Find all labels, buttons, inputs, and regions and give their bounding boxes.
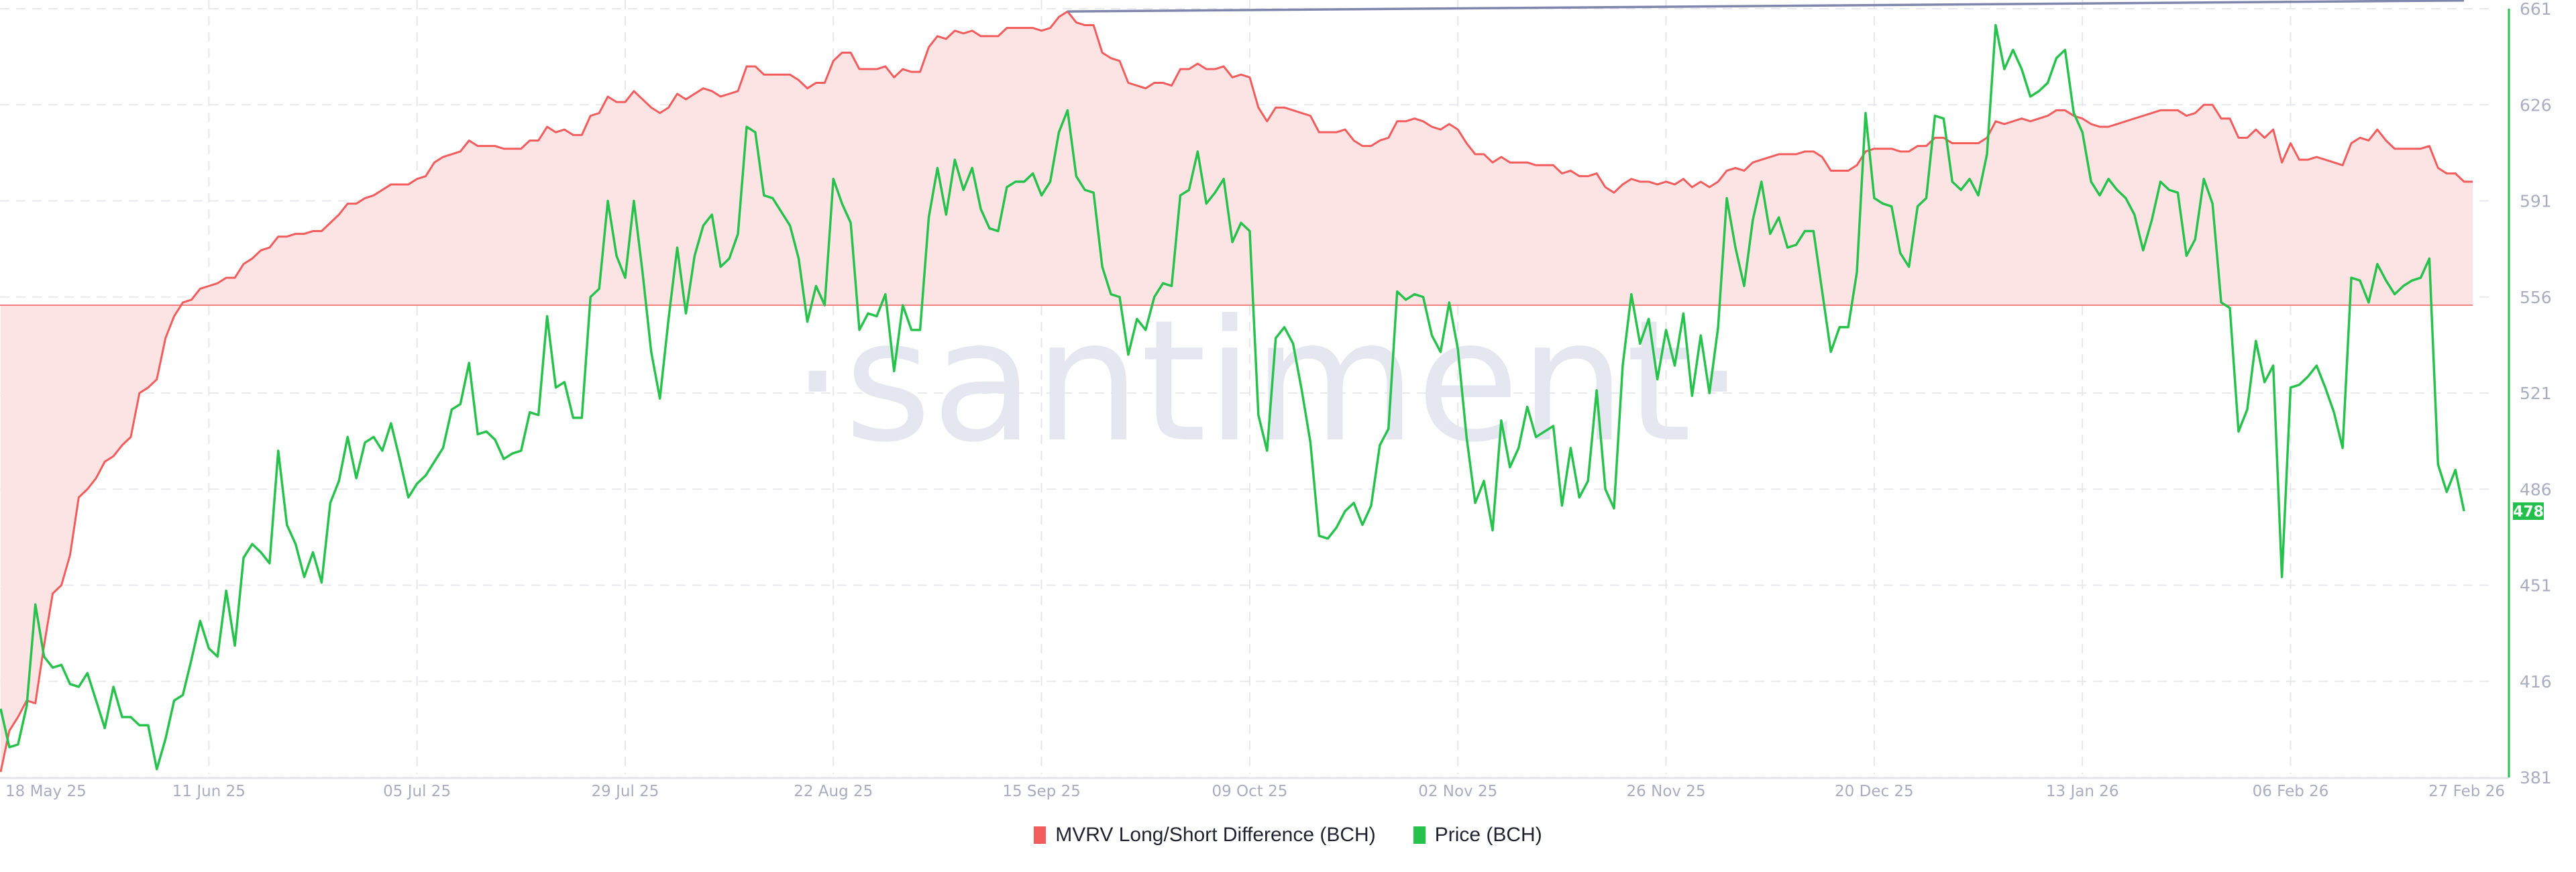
x-tick-label: 05 Jul 25 <box>383 783 451 800</box>
x-tick-label: 22 Aug 25 <box>794 783 873 800</box>
y-tick-label: 451 <box>2520 576 2552 596</box>
x-tick-label: 09 Oct 25 <box>1212 783 1287 800</box>
legend: MVRV Long/Short Difference (BCH) Price (… <box>0 824 2576 847</box>
x-tick-label: 02 Nov 25 <box>1418 783 1497 800</box>
legend-swatch-price <box>1413 826 1426 844</box>
x-tick-label: 26 Nov 25 <box>1627 783 1706 800</box>
y-tick-label: 486 <box>2520 480 2552 499</box>
axes: 661 626 591 556 521 486 451 416 381 18 May 25 11 J… <box>0 0 2552 800</box>
y-tick-label: 381 <box>2520 768 2552 787</box>
last-price-label: 478 <box>2513 504 2544 521</box>
mvrv-line <box>0 10 2473 773</box>
x-tick-label: 06 Feb 26 <box>2253 783 2329 800</box>
x-tick-label: 15 Sep 25 <box>1002 783 1081 800</box>
price-line <box>0 23 2465 771</box>
x-tick-label: 20 Dec 25 <box>1835 783 1914 800</box>
x-tick-label: 11 Jun 25 <box>172 783 246 800</box>
y-tick-label: 661 <box>2520 0 2552 19</box>
y-tick-label: 416 <box>2520 672 2552 692</box>
last-price-badge <box>2513 502 2544 520</box>
legend-item-mvrv[interactable]: MVRV Long/Short Difference (BCH) <box>1034 824 1376 847</box>
y-tick-label: 556 <box>2520 288 2552 307</box>
x-tick-label: 13 Jan 26 <box>2046 783 2119 800</box>
y-tick-label: 626 <box>2520 95 2552 115</box>
legend-item-price[interactable]: Price (BCH) <box>1413 824 1542 847</box>
y-tick-label: 521 <box>2520 384 2552 403</box>
x-tick-label: 27 Feb 26 <box>2428 783 2505 800</box>
legend-swatch-mvrv <box>1034 826 1046 844</box>
legend-label-price: Price (BCH) <box>1434 824 1542 846</box>
legend-label-mvrv: MVRV Long/Short Difference (BCH) <box>1055 824 1376 846</box>
y-tick-label: 591 <box>2520 192 2552 211</box>
x-tick-label: 29 Jul 25 <box>592 783 659 800</box>
mvrv-area <box>1 11 2473 772</box>
series-layer <box>0 0 2473 773</box>
x-tick-label: 18 May 25 <box>5 783 87 800</box>
trend-line[interactable] <box>1067 0 2465 13</box>
